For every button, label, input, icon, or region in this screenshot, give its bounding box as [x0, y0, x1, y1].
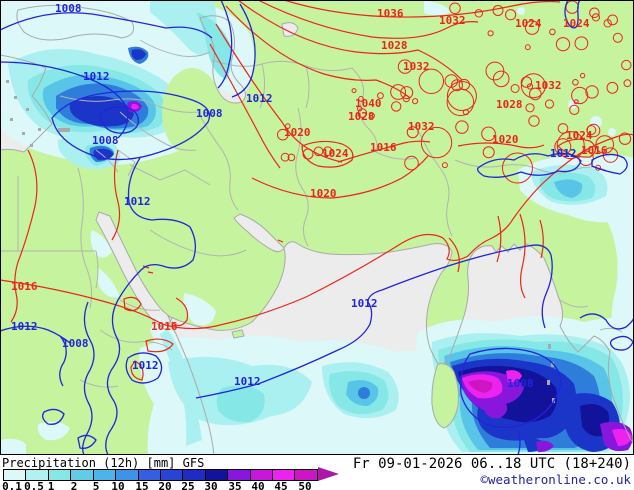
precip-scale-arrow: [318, 467, 339, 481]
scale-segment: [116, 470, 139, 480]
scale-tick-label: 5: [92, 480, 100, 490]
precipitation-layer: [0, 0, 634, 455]
footer: Precipitation (12h) [mm] GFS Fr 09-01-20…: [0, 455, 634, 490]
scale-segment: [250, 470, 274, 480]
run-datetime: Fr 09-01-2026 06..18 UTC (18+240): [352, 456, 631, 472]
scale-segment: [138, 470, 161, 480]
scale-segment: [295, 470, 317, 480]
scale-segment: [26, 470, 49, 480]
scale-segment: [228, 470, 251, 480]
scale-tick-label: 10: [111, 480, 125, 490]
scale-tick-label: 15: [135, 480, 149, 490]
scale-tick-label: 50: [298, 480, 312, 490]
scale-tick-label: 0.1: [2, 480, 22, 490]
credit-link[interactable]: ©weatheronline.co.uk: [480, 472, 631, 487]
scale-segment: [71, 470, 94, 480]
scale-tick-label: 1: [47, 480, 55, 490]
scale-segment: [48, 470, 72, 480]
scale-tick-label: 20: [158, 480, 172, 490]
scale-tick-label: 2: [70, 480, 78, 490]
scale-tick-label: 35: [228, 480, 242, 490]
isobar-scribbles-tibet: [277, 0, 632, 184]
scale-tick-label: 0.5: [24, 480, 44, 490]
scale-segment: [273, 470, 296, 480]
scale-segment: [93, 470, 117, 480]
scale-segment: [183, 470, 206, 480]
country-borders: [0, 39, 623, 388]
scale-segment: [205, 470, 229, 480]
scale-tick-label: 30: [204, 480, 218, 490]
scale-segment: [160, 470, 184, 480]
map-canvas: [0, 0, 634, 455]
scale-tick-label: 25: [181, 480, 195, 490]
scale-tick-label: 45: [274, 480, 288, 490]
product-title: Precipitation (12h) [mm] GFS: [2, 456, 205, 470]
weather-map: 1008 1012 1008 1008 1012 1012 1012 1012 1008 1012…: [0, 0, 634, 455]
scale-tick-label: 40: [251, 480, 265, 490]
precip-scale-ticks: 0.1 0.5 1 2 5 10 15 20 25 30 35 40 45 50: [0, 480, 360, 490]
isobars-low: [0, 0, 634, 455]
precip-scale-bar: [3, 469, 318, 481]
scale-segment: [4, 470, 27, 480]
